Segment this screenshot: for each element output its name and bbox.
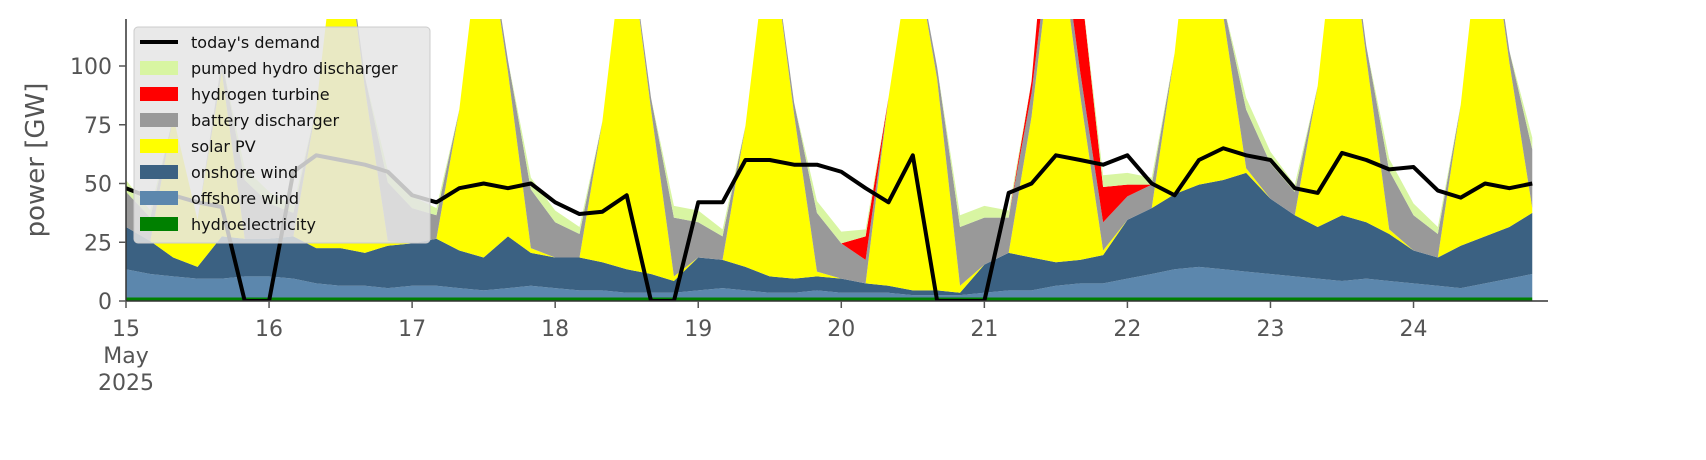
legend-swatch bbox=[140, 87, 178, 101]
legend-label: hydrogen turbine bbox=[191, 85, 330, 104]
legend-swatch bbox=[140, 191, 178, 205]
legend-label: pumped hydro discharger bbox=[191, 59, 398, 78]
x-tick-label: 18 bbox=[541, 317, 570, 342]
legend-swatch bbox=[140, 139, 178, 153]
legend-label: battery discharger bbox=[191, 111, 339, 130]
x-tick-label: 20 bbox=[827, 317, 856, 342]
y-tick-label: 0 bbox=[98, 290, 112, 315]
y-axis-label: power [GW] bbox=[21, 83, 51, 238]
y-tick-label: 100 bbox=[70, 55, 112, 80]
legend-label: hydroelectricity bbox=[191, 215, 316, 234]
x-tick-label: 23 bbox=[1256, 317, 1285, 342]
legend-swatch bbox=[140, 217, 178, 231]
y-tick-label: 75 bbox=[84, 114, 112, 139]
y-tick-label: 50 bbox=[84, 173, 112, 198]
legend-label: offshore wind bbox=[191, 189, 299, 208]
area bbox=[126, 172, 1533, 296]
legend-box bbox=[133, 26, 431, 244]
legend-swatch bbox=[140, 61, 178, 75]
x-tick-label: 21 bbox=[970, 317, 999, 342]
x-tick-label: 16 bbox=[255, 317, 284, 342]
legend-swatch bbox=[140, 113, 178, 127]
legend-label: solar PV bbox=[191, 137, 256, 156]
area bbox=[126, 297, 1533, 301]
legend-label: onshore wind bbox=[191, 163, 298, 182]
legend-swatch bbox=[140, 165, 178, 179]
y-tick-label: 25 bbox=[84, 231, 112, 256]
legend-label: today's demand bbox=[191, 33, 320, 52]
x-tick-label: 22 bbox=[1113, 317, 1142, 342]
x-tick-label: 17 bbox=[398, 317, 427, 342]
plot-area bbox=[126, 19, 1533, 301]
area bbox=[126, 266, 1533, 298]
x-tick-label: 19 bbox=[684, 317, 713, 342]
area bbox=[126, 19, 1533, 293]
area bbox=[126, 19, 1533, 286]
x-tick-label: 24 bbox=[1399, 317, 1428, 342]
x-tick-label: 15 May 2025 bbox=[98, 317, 154, 396]
